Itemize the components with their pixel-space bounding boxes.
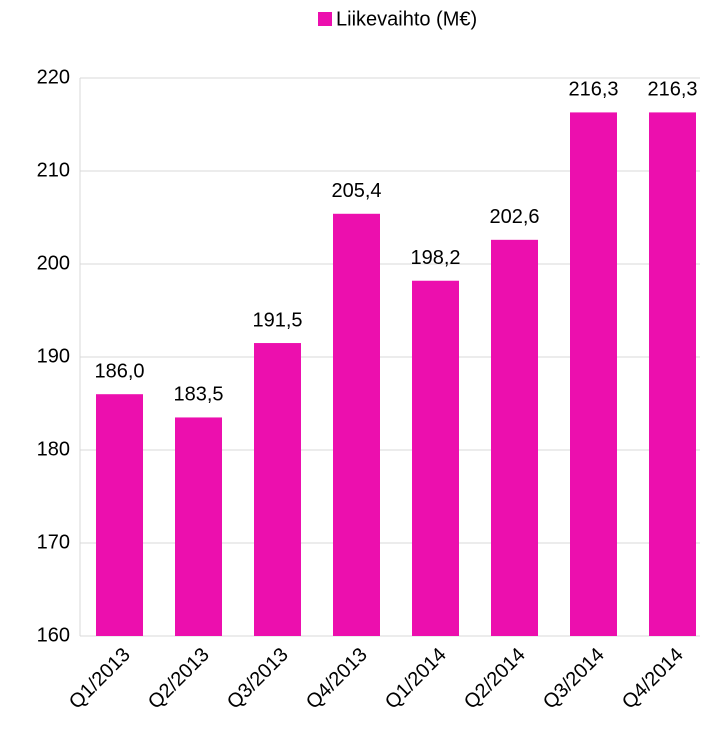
bar [175, 417, 222, 636]
x-tick-label: Q4/2013 [302, 644, 372, 714]
y-tick-label: 190 [37, 345, 70, 367]
data-label: 205,4 [331, 180, 381, 202]
bar [570, 112, 617, 636]
data-label: 216,3 [568, 79, 618, 101]
y-tick-label: 210 [37, 159, 70, 181]
x-tick-label: Q4/2014 [618, 644, 688, 714]
x-tick-label: Q1/2013 [65, 644, 135, 714]
bar [96, 394, 143, 636]
bar [491, 239, 538, 636]
data-label: 202,6 [489, 206, 539, 228]
x-tick-label: Q1/2014 [381, 644, 451, 714]
y-tick-label: 200 [37, 252, 70, 274]
data-label: 191,5 [252, 309, 302, 331]
y-tick-label: 170 [37, 531, 70, 553]
bar [649, 112, 696, 636]
legend-label: Liikevaihto (M€) [336, 8, 477, 30]
bar [412, 280, 459, 636]
x-tick-label: Q3/2013 [223, 644, 293, 714]
data-label: 186,0 [94, 360, 144, 382]
y-tick-label: 180 [37, 438, 70, 460]
x-tick-label: Q3/2014 [539, 644, 609, 714]
data-label: 198,2 [410, 247, 460, 269]
data-label: 183,5 [173, 384, 223, 406]
y-tick-label: 160 [37, 624, 70, 646]
bar [333, 213, 380, 636]
legend-swatch [318, 12, 332, 26]
data-label: 216,3 [647, 79, 697, 101]
x-tick-label: Q2/2014 [460, 644, 530, 714]
x-tick-label: Q2/2013 [144, 644, 214, 714]
y-tick-label: 220 [37, 66, 70, 88]
bar [254, 343, 301, 636]
